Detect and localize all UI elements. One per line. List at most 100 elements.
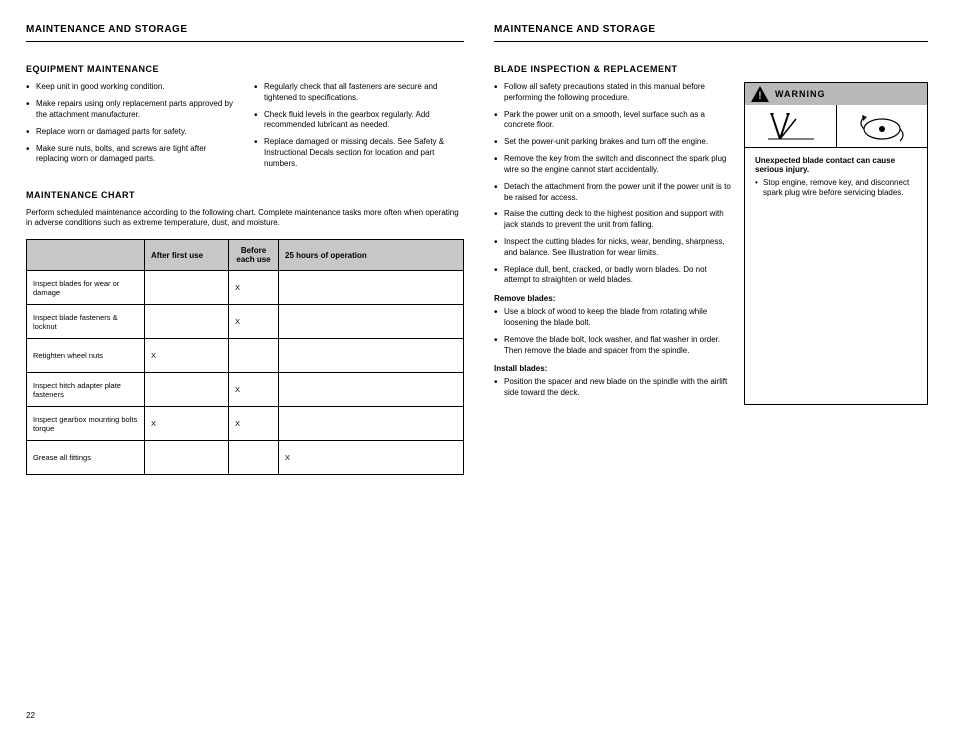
warning-header: ! WARNING: [745, 83, 927, 105]
list-text: Make repairs using only replacement part…: [36, 99, 236, 121]
list-item: •Replace dull, bent, cracked, or badly w…: [494, 265, 732, 287]
cell: X: [279, 441, 464, 475]
cell: [145, 373, 229, 407]
remove-list: •Use a block of wood to keep the blade f…: [494, 307, 732, 356]
install-list: •Position the spacer and new blade on th…: [494, 377, 732, 399]
cell: [279, 271, 464, 305]
cell: X: [145, 407, 229, 441]
right-main-list: •Remove the key from the switch and disc…: [494, 154, 732, 286]
th-empty: [27, 240, 145, 271]
list-item: •Park the power unit on a smooth, level …: [494, 110, 732, 132]
left-subcol-b: •Regularly check that all fasteners are …: [254, 82, 464, 176]
cell: [279, 373, 464, 407]
list-item: •Make sure nuts, bolts, and screws are t…: [26, 144, 236, 166]
cell: Grease all fittings: [27, 441, 145, 475]
list-text: Detach the attachment from the power uni…: [504, 182, 732, 204]
list-item: •Position the spacer and new blade on th…: [494, 377, 732, 399]
table-row: Grease all fittings X: [27, 441, 464, 475]
table-row: Inspect gearbox mounting bolts torqueXX: [27, 407, 464, 441]
list-item: •Make repairs using only replacement par…: [26, 99, 236, 121]
list-item: •Check fluid levels in the gearbox regul…: [254, 110, 464, 132]
thrown-object-icon: [745, 105, 836, 147]
warning-list: •Stop engine, remove key, and disconnect…: [755, 178, 919, 199]
left-two-columns: •Keep unit in good working condition. •M…: [26, 82, 464, 176]
install-blades-head: Install blades:: [494, 364, 732, 373]
list-text: Set the power-unit parking brakes and tu…: [504, 137, 732, 148]
table-head: After first use Before each use 25 hours…: [27, 240, 464, 271]
list-item: •Stop engine, remove key, and disconnect…: [755, 178, 919, 199]
cell: X: [229, 305, 279, 339]
svg-text:!: !: [758, 90, 762, 102]
warning-left-text: •Follow all safety precautions stated in…: [494, 82, 732, 405]
table-row: Retighten wheel nutsX: [27, 339, 464, 373]
warning-wrap: •Follow all safety precautions stated in…: [494, 82, 928, 405]
warning-lead: Unexpected blade contact can cause serio…: [755, 156, 919, 174]
warning-box: ! WARNING: [744, 82, 928, 405]
rotating-blade-icon: [836, 105, 928, 147]
table-row: Inspect hitch adapter plate fasteners X: [27, 373, 464, 407]
th-after-first: After first use: [145, 240, 229, 271]
cell: [229, 339, 279, 373]
list-item: •Remove the key from the switch and disc…: [494, 154, 732, 176]
cell: X: [145, 339, 229, 373]
table-row: Inspect blade fasteners & locknutX: [27, 305, 464, 339]
alert-icon: !: [751, 86, 769, 102]
cell: X: [229, 373, 279, 407]
list-text: Remove the key from the switch and disco…: [504, 154, 732, 176]
cell: Inspect gearbox mounting bolts torque: [27, 407, 145, 441]
left-rule: [26, 41, 464, 42]
table-row: Inspect blades for wear or damageX: [27, 271, 464, 305]
list-item: •Replace damaged or missing decals. See …: [254, 137, 464, 169]
list-text: Keep unit in good working condition.: [36, 82, 236, 93]
list-item: •Inspect the cutting blades for nicks, w…: [494, 237, 732, 259]
list-item: •Regularly check that all fasteners are …: [254, 82, 464, 104]
right-page-title: MAINTENANCE AND STORAGE: [494, 24, 928, 35]
warning-body: Unexpected blade contact can cause serio…: [745, 148, 927, 212]
remove-blades-head: Remove blades:: [494, 294, 732, 303]
cell: [279, 407, 464, 441]
list-text: Use a block of wood to keep the blade fr…: [504, 307, 732, 329]
list-item: •Raise the cutting deck to the highest p…: [494, 209, 732, 231]
page: MAINTENANCE AND STORAGE EQUIPMENT MAINTE…: [0, 0, 954, 738]
list-text: Position the spacer and new blade on the…: [504, 377, 732, 399]
warning-caption: WARNING: [775, 89, 826, 99]
intro-list-left: •Keep unit in good working condition. •M…: [26, 82, 236, 165]
blade-section-head: BLADE INSPECTION & REPLACEMENT: [494, 64, 928, 74]
cell: [229, 441, 279, 475]
right-column: MAINTENANCE AND STORAGE BLADE INSPECTION…: [494, 24, 928, 720]
cell: Inspect hitch adapter plate fasteners: [27, 373, 145, 407]
list-text: Replace worn or damaged parts for safety…: [36, 127, 236, 138]
warning-icons-row: [745, 105, 927, 148]
cell: [279, 305, 464, 339]
list-item: •Keep unit in good working condition.: [26, 82, 236, 93]
list-text: Stop engine, remove key, and disconnect …: [763, 178, 919, 199]
list-text: Follow all safety precautions stated in …: [504, 82, 732, 104]
equipment-maintenance-head: EQUIPMENT MAINTENANCE: [26, 64, 464, 74]
intro-list-right: •Regularly check that all fasteners are …: [254, 82, 464, 170]
list-text: Inspect the cutting blades for nicks, we…: [504, 237, 732, 259]
maintenance-chart-head: MAINTENANCE CHART: [26, 190, 464, 200]
list-item: •Set the power-unit parking brakes and t…: [494, 137, 732, 148]
cell: [279, 339, 464, 373]
list-text: Replace dull, bent, cracked, or badly wo…: [504, 265, 732, 287]
cell: Inspect blades for wear or damage: [27, 271, 145, 305]
list-text: Check fluid levels in the gearbox regula…: [264, 110, 464, 132]
list-item: •Detach the attachment from the power un…: [494, 182, 732, 204]
left-page-title: MAINTENANCE AND STORAGE: [26, 24, 464, 35]
list-item: •Remove the blade bolt, lock washer, and…: [494, 335, 732, 357]
page-number-left: 22: [26, 711, 464, 720]
left-column: MAINTENANCE AND STORAGE EQUIPMENT MAINTE…: [26, 24, 464, 720]
list-item: •Follow all safety precautions stated in…: [494, 82, 732, 104]
list-text: Make sure nuts, bolts, and screws are ti…: [36, 144, 236, 166]
cell: Retighten wheel nuts: [27, 339, 145, 373]
left-subcol-a: •Keep unit in good working condition. •M…: [26, 82, 236, 176]
table-body: Inspect blades for wear or damageX Inspe…: [27, 271, 464, 475]
list-text: Park the power unit on a smooth, level s…: [504, 110, 732, 132]
th-before-use: Before each use: [229, 240, 279, 271]
list-item: •Use a block of wood to keep the blade f…: [494, 307, 732, 329]
list-text: Regularly check that all fasteners are s…: [264, 82, 464, 104]
list-item: •Replace worn or damaged parts for safet…: [26, 127, 236, 138]
table-header-row: After first use Before each use 25 hours…: [27, 240, 464, 271]
list-text: Remove the blade bolt, lock washer, and …: [504, 335, 732, 357]
cell: X: [229, 407, 279, 441]
